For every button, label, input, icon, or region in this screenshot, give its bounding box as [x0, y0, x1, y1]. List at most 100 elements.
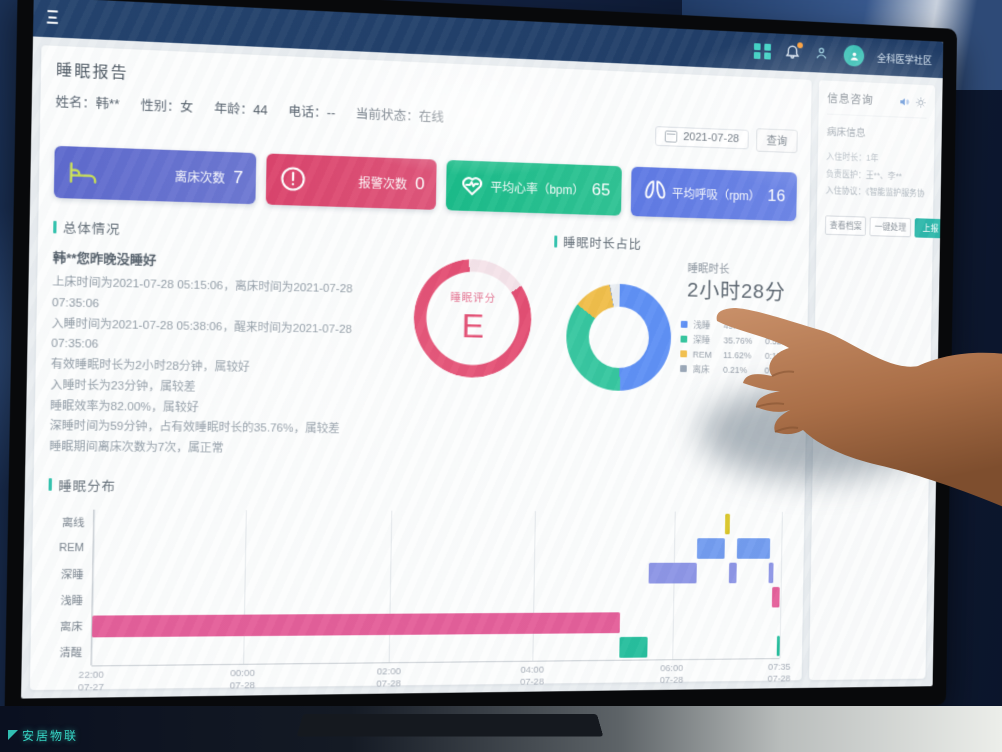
calendar-icon	[664, 130, 678, 143]
sidebar-info-lines: 入住时长：1年 负责医护：王**、李** 入住协议：《智能监护服务协议》	[826, 148, 926, 203]
gridline	[779, 511, 783, 658]
donut-hole	[588, 305, 650, 369]
stat-card-label: 离床次数	[174, 169, 226, 186]
user-avatar[interactable]	[843, 44, 865, 67]
sidebar-button-上报[interactable]: 上报	[914, 218, 944, 239]
divider	[826, 113, 927, 119]
overview-line: 睡眠期间离床次数为7次，属正常	[49, 440, 224, 455]
gridline	[389, 510, 393, 663]
notification-badge	[797, 42, 803, 49]
x-axis-tick: 00:00 07-28	[230, 510, 255, 691]
stage-segment-清醒	[776, 635, 780, 657]
person-icon[interactable]	[814, 45, 831, 63]
overview-line: 入睡时间为2021-07-28 05:38:06，醒来时间为2021-07-28…	[51, 317, 352, 352]
apps-grid-icon[interactable]	[753, 42, 772, 60]
sidebar-buttons: 查看档案 一键处理 上报	[824, 215, 944, 239]
x-axis-tick: 06:00 07-28	[660, 511, 683, 686]
patient-gender: 性别：女	[140, 98, 194, 115]
lungs-icon	[643, 177, 672, 208]
gridline	[242, 510, 247, 664]
overview-section: 总体情况 韩**您昨晚没睡好 上床时间为2021-07-28 05:15:06，…	[49, 217, 399, 461]
stage-segment-REM	[736, 538, 770, 559]
sidebar-button-查看档案[interactable]: 查看档案	[824, 215, 867, 236]
stage-row-label: 清醒	[59, 646, 83, 660]
query-button[interactable]: 查询	[755, 128, 798, 154]
room-logo: 安居物联	[8, 727, 78, 744]
gauge-center: 睡眠评分 E	[413, 258, 533, 379]
sidebar-header: 信息咨询	[827, 90, 927, 110]
stage-segment-浅睡	[771, 586, 780, 608]
stat-card-label: 平均心率（bpm）	[490, 180, 585, 198]
date-picker[interactable]: 2021-07-28	[655, 126, 749, 150]
section-marker	[554, 235, 558, 248]
section-marker	[48, 478, 52, 492]
sleep-score-gauge: 睡眠评分 E	[395, 257, 548, 462]
gridline	[532, 511, 536, 661]
overview-lines: 上床时间为2021-07-28 05:15:06，离床时间为2021-07-28…	[49, 273, 398, 461]
patient-status: 当前状态：在线	[355, 107, 445, 125]
x-axis-tick: 22:00 07-27	[78, 509, 104, 693]
gauge-grade: E	[461, 307, 485, 346]
gauge-label: 睡眠评分	[450, 291, 497, 305]
section-marker	[53, 220, 57, 233]
tick-label: 06:00 07-28	[659, 662, 684, 686]
x-axis-tick: 07:35 07-28	[768, 511, 791, 684]
stage-row-label: REM	[58, 542, 85, 555]
stage-segment-深睡	[728, 562, 737, 584]
stat-card-0[interactable]: 离床次数 7	[53, 145, 257, 205]
gear-icon[interactable]	[915, 96, 927, 109]
stat-cards-row: 离床次数 7 报警次数 0 平均心率（bpm） 65 平均呼吸（rpm） 16	[53, 145, 798, 222]
tick-label: 00:00 07-28	[229, 667, 256, 692]
x-axis-tick: 04:00 07-28	[520, 511, 544, 688]
status-badge: 在线	[418, 109, 445, 125]
patient-name: 姓名：韩**	[55, 94, 120, 112]
speaker-icon[interactable]	[898, 95, 910, 108]
tick-label: 22:00 07-27	[77, 669, 105, 694]
stat-card-label: 平均呼吸（rpm）	[671, 186, 761, 203]
stage-row-label: 离床	[59, 620, 83, 634]
overview-line: 上床时间为2021-07-28 05:15:06，离床时间为2021-07-28…	[51, 276, 353, 311]
tick-label: 02:00 07-28	[376, 666, 402, 690]
patient-phone: 电话：--	[288, 104, 336, 121]
stage-row-label: 深睡	[60, 568, 84, 582]
stat-card-value: 7	[233, 167, 244, 188]
sidebar-button-一键处理[interactable]: 一键处理	[869, 216, 911, 238]
stat-card-value: 16	[767, 186, 786, 206]
gridline	[671, 511, 676, 660]
overview-summary: 韩**您昨晚没睡好	[52, 251, 157, 269]
navbar-actions: 全科医学社区	[753, 40, 933, 70]
tick-label: 07:35 07-28	[767, 661, 791, 685]
donut-chart	[565, 282, 672, 392]
tick-label: 04:00 07-28	[519, 664, 545, 688]
stage-chart: 离线 REM 深睡 浅睡 离床 清醒 22:00 07-27 00:00 07-28 02:00 0…	[45, 509, 791, 693]
bell-icon[interactable]	[784, 42, 803, 62]
gridline	[91, 509, 96, 666]
date-value: 2021-07-28	[683, 131, 740, 146]
logo-mark	[8, 730, 18, 740]
heart-icon	[458, 170, 488, 201]
duration-heading: 睡眠时长占比	[554, 232, 796, 258]
date-controls: 2021-07-28 查询	[655, 124, 798, 154]
stage-chart-ylabels: 离线 REM 深睡 浅睡 离床 清醒	[45, 509, 93, 665]
app-logo: Ξ	[46, 6, 57, 28]
patient-age: 年龄：44	[214, 101, 268, 118]
stat-card-2[interactable]: 平均心率（bpm） 65	[446, 159, 623, 216]
stage-segment-深睡	[768, 562, 774, 584]
bed-icon	[67, 157, 100, 189]
monitor-stand	[296, 713, 604, 737]
pointing-hand	[676, 276, 1002, 521]
sidebar-section-label: 病床信息	[826, 126, 866, 140]
overview-heading: 总体情况	[53, 217, 399, 246]
stat-card-value: 0	[415, 173, 425, 194]
username-label: 全科医学社区	[876, 53, 933, 67]
sidebar-info-line: 入住协议：《智能监护服务协议》	[825, 185, 926, 200]
stage-chart-plot: 22:00 07-27 00:00 07-28 02:00 07-28 04:00 07-28…	[78, 509, 791, 693]
stat-card-3[interactable]: 平均呼吸（rpm） 16	[631, 166, 798, 222]
stage-segment-REM	[696, 538, 726, 559]
stat-card-1[interactable]: 报警次数 0	[265, 153, 438, 210]
stage-segment-离床	[91, 612, 621, 638]
sidebar-header-icons	[898, 95, 927, 109]
stage-row-label: 离线	[61, 516, 85, 530]
stage-segment-清醒	[619, 636, 648, 658]
